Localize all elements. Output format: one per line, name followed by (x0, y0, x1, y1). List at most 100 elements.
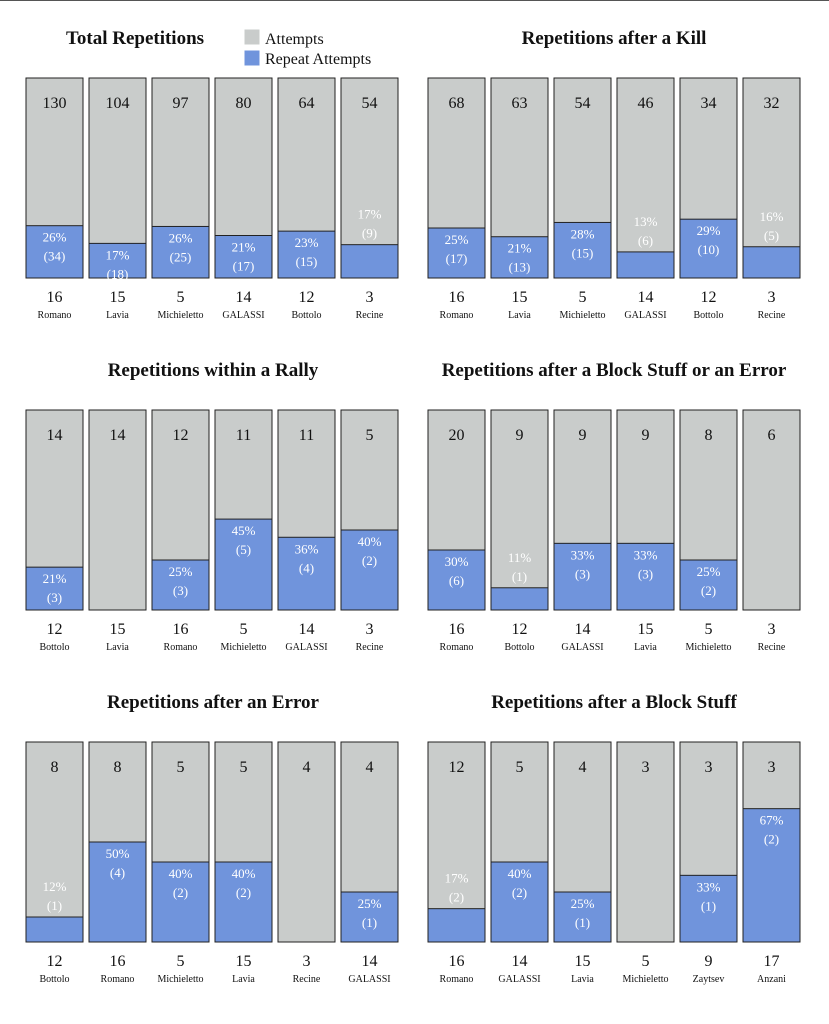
player-number-label: 16 (47, 289, 63, 306)
attempts-value-label: 8 (114, 759, 122, 776)
attempts-value-label: 130 (43, 95, 67, 112)
repeat-count-label: (1) (47, 898, 62, 913)
repeat-percent-label: 25% (445, 232, 469, 247)
attempts-value-label: 80 (236, 95, 252, 112)
player-name-label: Lavia (106, 642, 129, 653)
player-number-label: 5 (705, 621, 713, 638)
player-name-label: GALASSI (348, 974, 390, 985)
player-name-label: Michieletto (157, 974, 203, 985)
repeat-percent-label: 28% (571, 226, 595, 241)
repeat-percent-label: 17% (106, 247, 130, 262)
repeat-attempts-bar (679, 874, 738, 943)
repeat-percent-label: 33% (697, 879, 721, 894)
repeat-percent-label: 16% (760, 209, 784, 224)
repeat-percent-label: 25% (697, 564, 721, 579)
attempts-value-label: 9 (516, 427, 524, 444)
attempts-value-label: 5 (177, 759, 185, 776)
repeat-attempts-bar (214, 861, 273, 943)
player-name-label: Recine (293, 974, 321, 985)
repeat-count-label: (15) (572, 245, 594, 260)
repeat-count-label: (2) (512, 885, 527, 900)
attempts-value-label: 34 (701, 95, 717, 112)
legend-swatch-repeat-attempts (244, 50, 260, 66)
player-name-label: Bottolo (693, 310, 723, 321)
repeat-count-label: (4) (110, 865, 125, 880)
player-number-label: 14 (299, 621, 315, 638)
repeat-count-label: (9) (362, 226, 377, 241)
attempts-value-label: 12 (449, 759, 465, 776)
player-number-label: 3 (768, 621, 776, 638)
player-name-label: Michieletto (559, 310, 605, 321)
repeat-count-label: (1) (512, 569, 527, 584)
attempts-value-label: 5 (366, 427, 374, 444)
attempts-bar (742, 409, 801, 611)
repeat-count-label: (3) (173, 583, 188, 598)
player-number-label: 5 (579, 289, 587, 306)
repeat-percent-label: 40% (508, 866, 532, 881)
player-name-label: Bottolo (39, 974, 69, 985)
repeat-count-label: (1) (701, 898, 716, 913)
player-number-label: 15 (110, 289, 126, 306)
attempts-value-label: 4 (366, 759, 374, 776)
repeat-attempts-bar (679, 559, 738, 611)
player-name-label: Lavia (571, 974, 594, 985)
repeat-percent-label: 50% (106, 846, 130, 861)
repeat-attempts-bar (151, 559, 210, 611)
repeat-percent-label: 21% (43, 571, 67, 586)
repeat-attempts-bar (490, 236, 549, 279)
repeat-percent-label: 40% (232, 866, 256, 881)
player-number-label: 3 (366, 289, 374, 306)
repeat-percent-label: 17% (445, 871, 469, 886)
player-name-label: Bottolo (291, 310, 321, 321)
player-name-label: Romano (164, 642, 198, 653)
player-name-label: Recine (356, 642, 384, 653)
player-number-label: 14 (236, 289, 252, 306)
player-name-label: Bottolo (504, 642, 534, 653)
repeat-percent-label: 29% (697, 223, 721, 238)
repeat-attempts-bar (616, 251, 675, 279)
attempts-value-label: 64 (299, 95, 315, 112)
attempts-value-label: 11 (299, 427, 314, 444)
repeat-count-label: (13) (509, 260, 531, 275)
player-number-label: 15 (512, 289, 528, 306)
attempts-value-label: 11 (236, 427, 251, 444)
player-name-label: Romano (440, 974, 474, 985)
repeat-count-label: (1) (575, 915, 590, 930)
repeat-attempts-bar (553, 891, 612, 943)
attempts-value-label: 9 (579, 427, 587, 444)
repeat-count-label: (2) (449, 890, 464, 905)
repeat-attempts-bar (340, 529, 399, 611)
attempts-value-label: 4 (579, 759, 587, 776)
player-number-label: 12 (512, 621, 528, 638)
attempts-value-label: 9 (642, 427, 650, 444)
player-number-label: 14 (362, 953, 378, 970)
repeat-count-label: (6) (638, 233, 653, 248)
player-name-label: Michieletto (622, 974, 668, 985)
attempts-value-label: 68 (449, 95, 465, 112)
player-name-label: Michieletto (157, 310, 203, 321)
player-number-label: 16 (449, 953, 465, 970)
repeat-percent-label: 67% (760, 813, 784, 828)
attempts-bar (88, 409, 147, 611)
repeat-count-label: (10) (698, 242, 720, 257)
attempts-value-label: 14 (110, 427, 126, 444)
player-number-label: 5 (177, 953, 185, 970)
repeat-percent-label: 33% (571, 547, 595, 562)
player-name-label: GALASSI (222, 310, 264, 321)
legend-swatch-attempts (244, 29, 260, 45)
repeat-percent-label: 12% (43, 879, 67, 894)
bars-layer: 130 26% (34) 16 Romano 104 17% (18) 15 Lavia 97 26%… (25, 77, 801, 985)
panel-title-after-kill: Repetitions after a Kill (522, 28, 707, 49)
repeat-attempts-bar (214, 518, 273, 611)
repeat-count-label: (4) (299, 560, 314, 575)
attempts-value-label: 104 (106, 95, 130, 112)
repeat-attempts-bar (427, 908, 486, 943)
repeat-percent-label: 17% (358, 207, 382, 222)
attempts-value-label: 54 (362, 95, 378, 112)
panel-title-after-block-stuff-or-error: Repetitions after a Block Stuff or an Er… (442, 360, 787, 381)
legend-label-repeat-attempts: Repeat Attempts (265, 51, 371, 68)
repeat-percent-label: 13% (634, 214, 658, 229)
player-name-label: Romano (38, 310, 72, 321)
panel-title-after-block-stuff: Repetitions after a Block Stuff (491, 692, 737, 713)
repeat-attempts-bar (340, 244, 399, 279)
